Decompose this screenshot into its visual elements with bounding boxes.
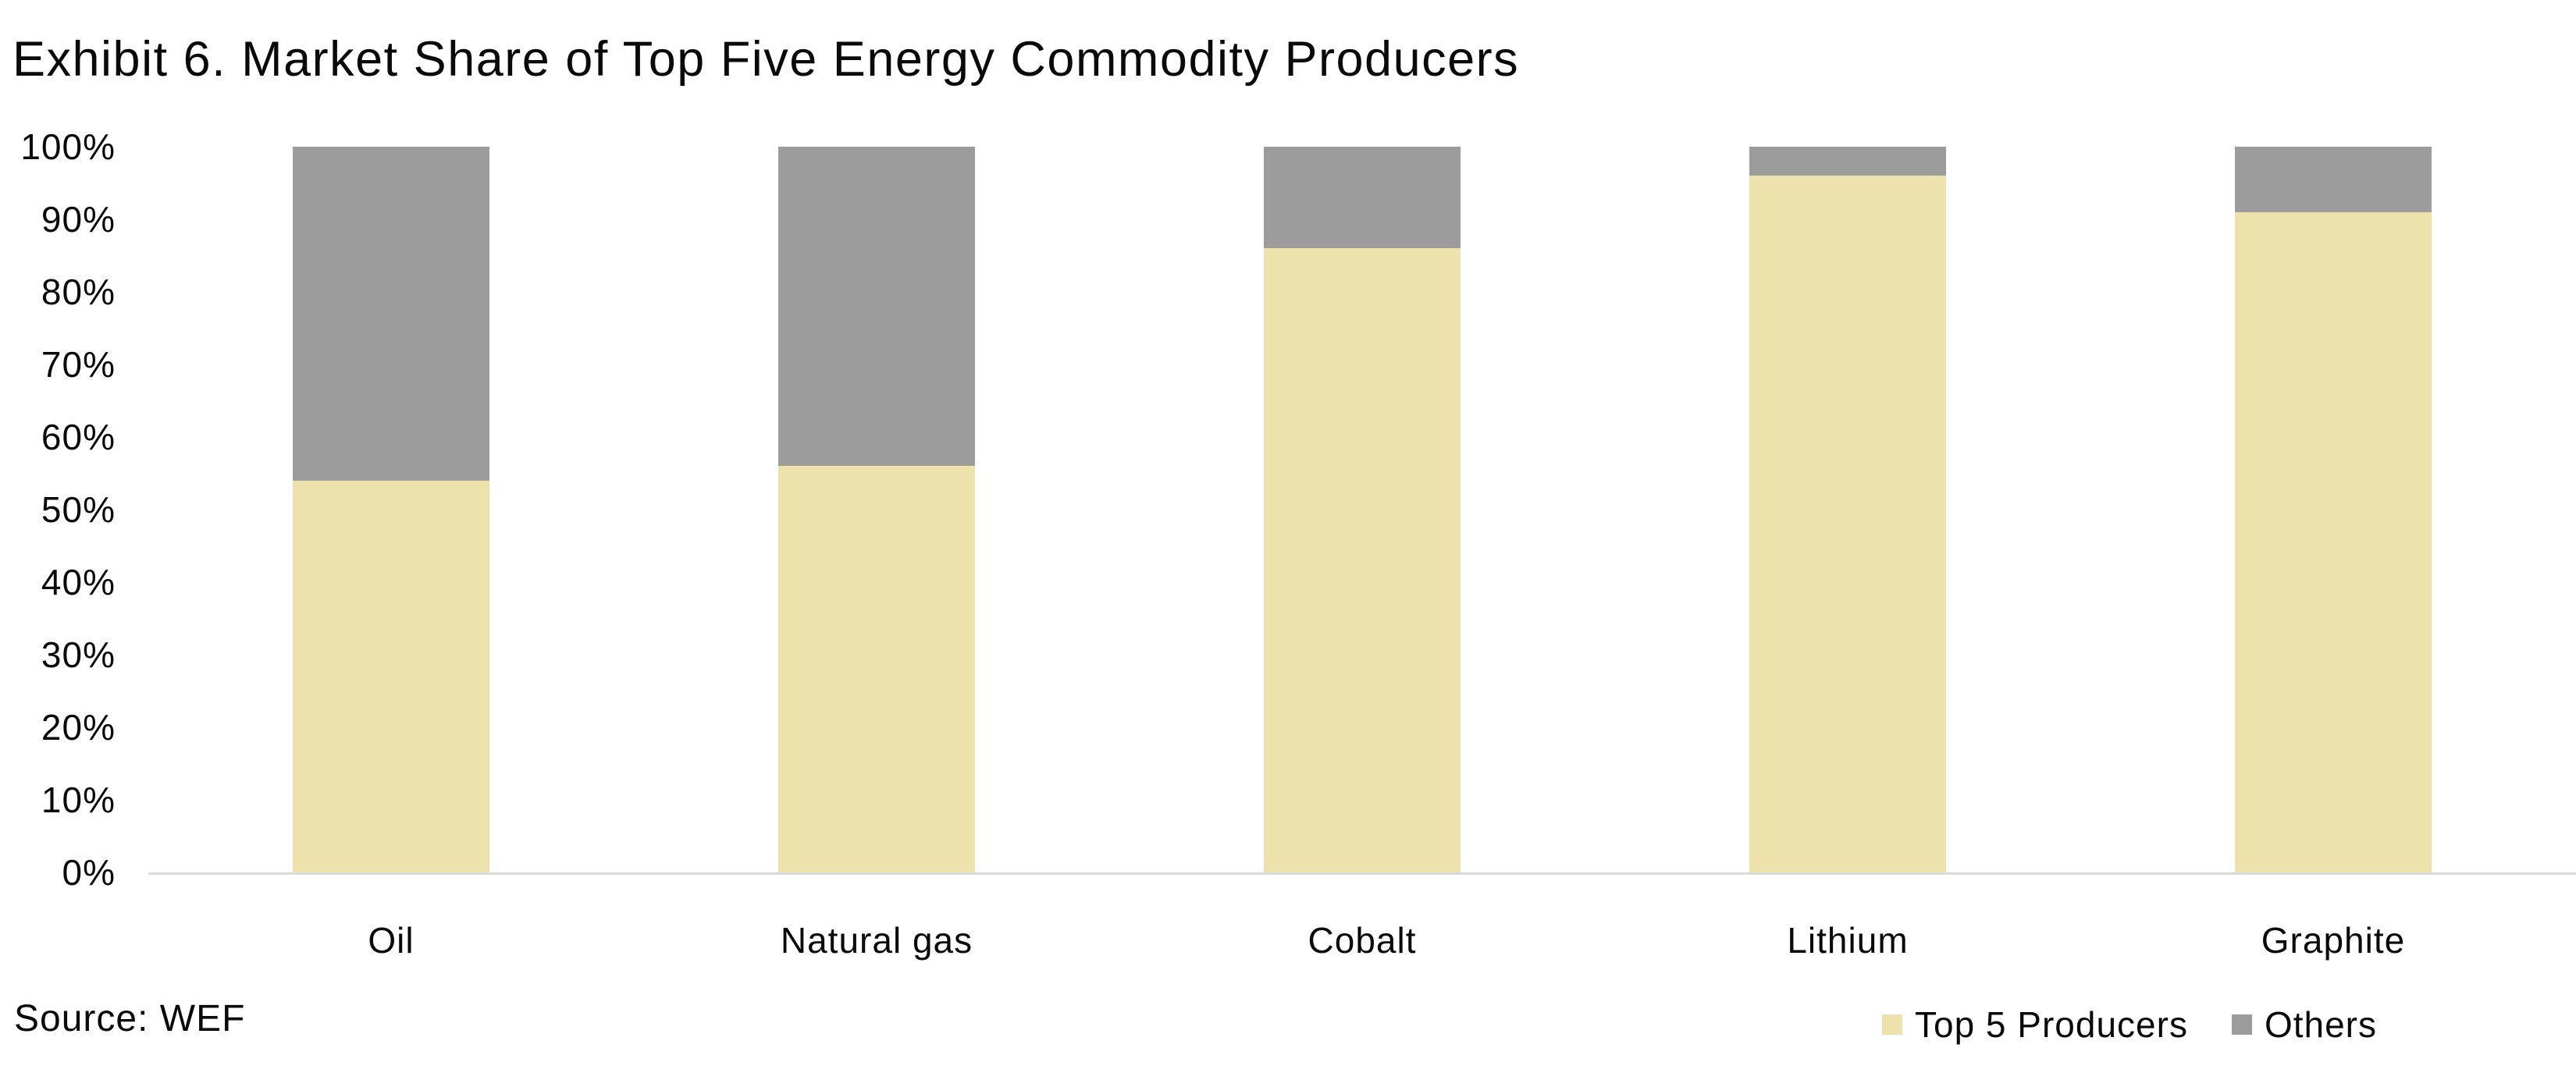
y-tick-label: 80% xyxy=(41,272,116,312)
legend-item: Others xyxy=(2231,1004,2377,1046)
y-tick-label: 20% xyxy=(41,707,116,748)
legend-label: Top 5 Producers xyxy=(1914,1004,2188,1045)
x-axis-line xyxy=(148,872,2576,875)
y-tick-label: 90% xyxy=(41,199,116,240)
category-label: Graphite xyxy=(2261,920,2406,961)
bar-segment-top5-lithium xyxy=(1749,176,1946,872)
legend: Top 5 Producers Others xyxy=(1881,1004,2377,1046)
y-tick-label: 60% xyxy=(41,417,116,457)
category-label: Cobalt xyxy=(1308,920,1417,961)
bar-segment-top5-cobalt xyxy=(1264,248,1461,872)
category-label: Lithium xyxy=(1787,920,1909,961)
y-tick-label: 70% xyxy=(41,344,116,385)
bar-segment-others-natural-gas xyxy=(778,147,975,467)
bar-segment-others-lithium xyxy=(1749,147,1946,176)
bar-segment-top5-natural-gas xyxy=(778,466,975,872)
bar-segment-others-graphite xyxy=(2235,147,2432,212)
legend-label: Others xyxy=(2264,1004,2377,1045)
y-tick-label: 30% xyxy=(41,634,116,675)
y-tick-label: 10% xyxy=(41,780,116,820)
category-label: Oil xyxy=(368,920,415,961)
bar-segment-others-oil xyxy=(293,147,489,481)
category-label: Natural gas xyxy=(780,920,973,961)
legend-swatch-icon xyxy=(1881,1014,1902,1035)
y-tick-label: 100% xyxy=(20,126,116,167)
y-tick-label: 0% xyxy=(62,852,116,893)
bar-segment-top5-graphite xyxy=(2235,211,2432,872)
source-note: Source: WEF xyxy=(14,998,246,1039)
y-tick-label: 40% xyxy=(41,562,116,602)
legend-swatch-icon xyxy=(2231,1014,2252,1035)
chart-title: Exhibit 6. Market Share of Top Five Ener… xyxy=(12,32,1520,87)
bar-segment-top5-oil xyxy=(293,480,489,872)
legend-item: Top 5 Producers xyxy=(1881,1004,2188,1046)
bar-segment-others-cobalt xyxy=(1264,147,1461,249)
y-tick-label: 50% xyxy=(41,489,116,530)
